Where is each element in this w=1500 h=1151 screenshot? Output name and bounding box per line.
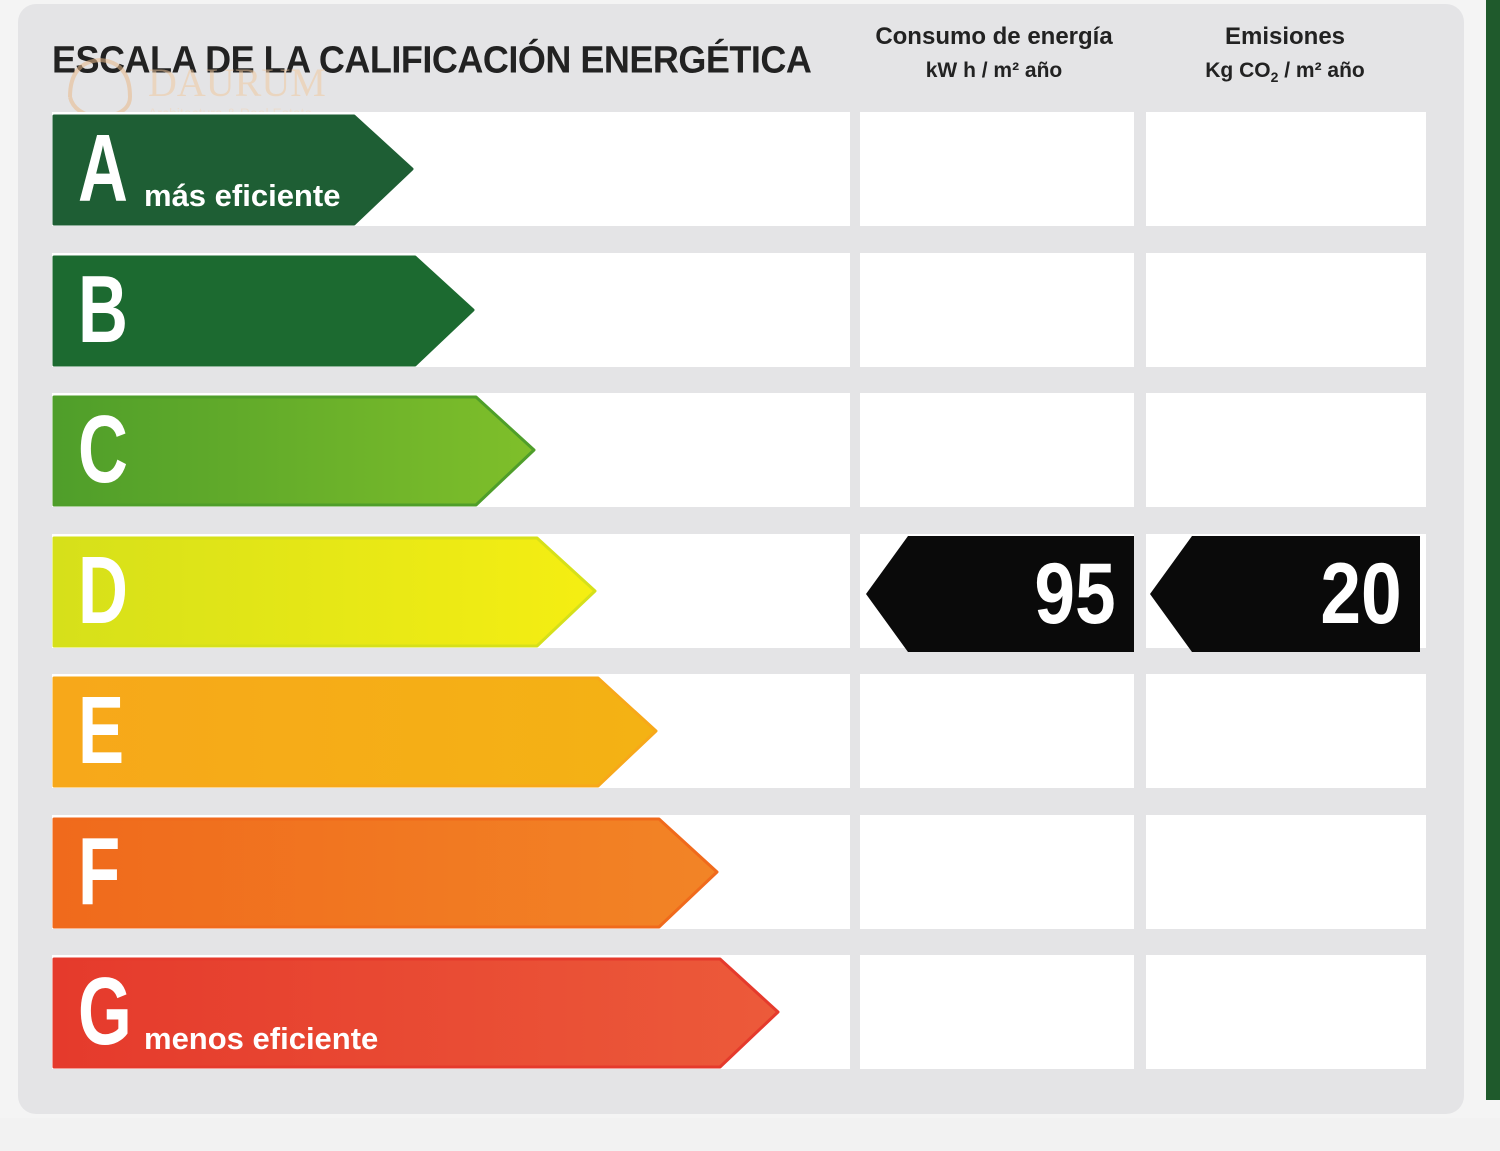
class-letter: C [78, 396, 128, 503]
class-letter: G [78, 958, 132, 1065]
class-letter: D [78, 537, 128, 644]
class-arrow-b: B [52, 253, 475, 367]
class-sublabel: menos eficiente [144, 1021, 379, 1056]
value-tag-polygon [1150, 536, 1420, 652]
class-arrow-shape [52, 255, 475, 367]
class-arrow-f: F [52, 815, 719, 929]
scale-cell-emis [1146, 393, 1426, 507]
class-arrow-shape [52, 395, 536, 507]
emissions-unit-post: / m² año [1278, 59, 1365, 82]
scale-cell-energy [860, 955, 1134, 1069]
class-arrow-shape [52, 114, 414, 226]
class-arrow-polygon [52, 957, 780, 1069]
emissions-header-unit: Kg CO2 / m² año [1146, 54, 1424, 94]
value-tag-polygon [866, 536, 1134, 652]
class-arrow-shape [52, 817, 719, 929]
class-arrow-shape [52, 536, 597, 648]
class-arrow-polygon [52, 676, 658, 788]
emissions-header-title: Emisiones [1224, 23, 1346, 50]
class-arrow-shape [52, 957, 780, 1069]
class-arrow-shape [52, 676, 658, 788]
scale-cell-energy [860, 253, 1134, 367]
class-sublabel: más eficiente [144, 178, 341, 213]
class-arrow-polygon [52, 817, 719, 929]
emissions-unit-sub: 2 [1270, 69, 1279, 86]
energy-header-title: Consumo de energía [875, 23, 1113, 50]
energy-value: 95 [1034, 546, 1116, 642]
page-bottom-margin [0, 1118, 1500, 1151]
scale-cell-energy [860, 112, 1134, 226]
scale-cell-emis [1146, 253, 1426, 367]
class-arrow-polygon [52, 255, 475, 367]
value-tag-shape [866, 536, 1134, 652]
emissions-value-tag: 20 [1150, 536, 1420, 652]
class-arrow-polygon [52, 114, 414, 226]
scale-cell-energy [860, 815, 1134, 929]
class-arrow-c: C [52, 393, 536, 507]
emissions-unit-pre: Kg CO [1205, 59, 1271, 82]
scale-cell-emis [1146, 955, 1426, 1069]
value-tag-shape [1150, 536, 1420, 652]
class-arrow-polygon [52, 395, 536, 507]
energy-value-tag: 95 [866, 536, 1134, 652]
class-letter: A [78, 115, 128, 222]
scale-cell-energy [860, 674, 1134, 788]
class-arrow-d: D [52, 534, 597, 648]
class-letter: B [78, 256, 128, 363]
scale-cell-emis [1146, 674, 1426, 788]
emissions-value: 20 [1320, 546, 1402, 642]
class-arrow-e: E [52, 674, 658, 788]
class-letter: F [78, 818, 121, 925]
scale-cell-energy [860, 393, 1134, 507]
label-title: ESCALA DE LA CALIFICACIÓN ENERGÉTICA [52, 38, 812, 82]
green-border-stripe [1486, 0, 1500, 1100]
emissions-column-header: Emisiones Kg CO2 / m² año [1146, 20, 1424, 94]
scale-cell-emis [1146, 112, 1426, 226]
energy-header-unit: kW h / m² año [925, 59, 1063, 82]
energy-column-header: Consumo de energía kW h / m² año [858, 20, 1130, 88]
scale-cell-emis [1146, 815, 1426, 929]
class-arrow-polygon [52, 536, 597, 648]
class-letter: E [78, 677, 125, 784]
